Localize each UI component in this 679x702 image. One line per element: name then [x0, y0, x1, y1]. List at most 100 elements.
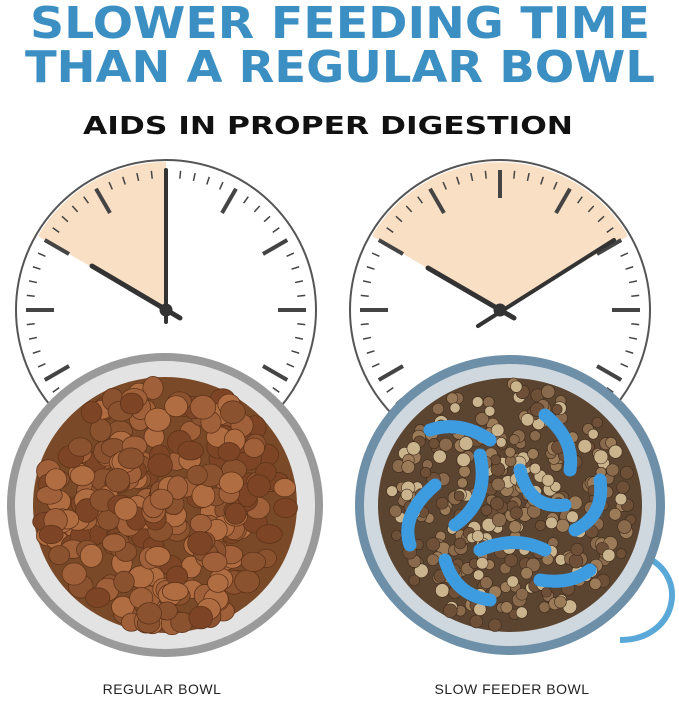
- clock-tick: [628, 280, 638, 284]
- kibble-piece: [527, 448, 539, 460]
- kibble-piece: [142, 375, 164, 400]
- clock-tick: [526, 172, 530, 182]
- kibble-piece: [136, 602, 163, 625]
- ridge: [448, 448, 489, 532]
- clock-tick: [595, 364, 623, 382]
- clock-wedge: [38, 162, 166, 310]
- kibble-piece: [117, 447, 145, 470]
- kibble-piece: [101, 533, 127, 553]
- kibble-piece: [189, 514, 212, 534]
- clock-tick: [43, 238, 71, 256]
- clock-tick: [136, 172, 140, 182]
- clock-tick: [631, 323, 640, 326]
- kibble-piece: [438, 437, 453, 452]
- clock-tick: [28, 336, 38, 340]
- clock-tick: [597, 215, 605, 223]
- kibble-piece: [484, 405, 496, 417]
- clock-tick: [297, 294, 306, 297]
- kibble-piece: [188, 605, 213, 630]
- clock-tick: [291, 350, 300, 354]
- clock-tick: [428, 187, 446, 215]
- kibble-piece: [426, 537, 441, 552]
- kibble-piece: [568, 553, 584, 569]
- clock-tick: [291, 266, 300, 270]
- ridge: [401, 478, 442, 552]
- clock-tick: [32, 350, 41, 354]
- ridge: [568, 473, 608, 537]
- kibble-piece: [428, 438, 440, 450]
- clock-tick: [362, 280, 372, 284]
- bowl-handle: [619, 552, 675, 643]
- clock-tick: [261, 364, 289, 382]
- clock-tick: [43, 364, 71, 382]
- clock-tick: [470, 172, 474, 182]
- clock-tick: [83, 196, 90, 204]
- clock-tick: [219, 181, 224, 190]
- clock-tick: [405, 205, 413, 213]
- kibble-piece: [217, 442, 241, 462]
- clock-tick: [417, 196, 424, 204]
- clock-tick: [576, 196, 583, 204]
- kibble-piece: [520, 567, 533, 580]
- clock-tick: [442, 181, 447, 190]
- kibble-piece: [492, 512, 507, 528]
- kibble-piece: [454, 537, 467, 550]
- kibble-piece: [401, 460, 415, 474]
- kibble-piece: [458, 436, 474, 451]
- kibble-piece: [44, 468, 68, 491]
- kibble-piece: [551, 403, 563, 415]
- kibble-piece: [491, 477, 505, 492]
- clock-tick: [272, 386, 280, 393]
- kibble-piece: [453, 490, 465, 502]
- kibble-piece: [406, 441, 421, 456]
- kibble-piece: [504, 553, 518, 568]
- clock-pin: [159, 303, 173, 317]
- kibble-piece: [508, 520, 522, 534]
- kibble-piece: [566, 510, 579, 524]
- clock-tick: [286, 252, 295, 257]
- kibble-piece: [48, 545, 71, 566]
- kibble-piece: [490, 496, 504, 511]
- clock-tick: [52, 386, 60, 393]
- ridge: [538, 408, 578, 477]
- title-line: THAN A REGULAR BOWL: [25, 42, 655, 93]
- kibble-piece: [538, 601, 551, 614]
- clock-tick: [628, 336, 638, 340]
- ridge: [423, 420, 497, 447]
- clock-tick: [553, 181, 558, 190]
- kibble-piece: [615, 548, 627, 559]
- kibble-piece: [471, 396, 484, 408]
- ridge: [533, 563, 597, 588]
- ridge: [473, 536, 552, 557]
- kibble-piece: [426, 553, 439, 567]
- clock-tick: [37, 252, 46, 257]
- clock-tick: [150, 170, 153, 179]
- kibble-piece: [79, 543, 103, 568]
- kibble-piece: [201, 551, 228, 573]
- kibble-piece: [471, 530, 484, 543]
- clock-tick: [540, 176, 544, 185]
- clock-tick: [360, 323, 369, 326]
- kibble-piece: [273, 478, 296, 498]
- bowl-label: REGULAR BOWL: [103, 681, 222, 697]
- kibble-piece: [591, 416, 603, 429]
- clock-tick: [620, 363, 629, 368]
- clock-tick: [297, 323, 306, 326]
- kibble-piece: [509, 506, 523, 520]
- clock-tick: [32, 266, 41, 270]
- clock-tick: [395, 215, 403, 223]
- kibble-piece: [186, 465, 208, 486]
- kibble-piece: [105, 468, 131, 493]
- kibble-piece: [476, 556, 489, 570]
- kibble-piece: [515, 606, 528, 619]
- kibble-piece: [541, 586, 552, 598]
- kibble-piece: [414, 563, 429, 579]
- kibble-piece: [68, 437, 93, 457]
- kibble-piece: [189, 394, 217, 420]
- kibble-piece: [218, 471, 244, 494]
- kibble-piece: [520, 413, 535, 427]
- kibble-piece: [506, 575, 519, 588]
- kibble-piece: [458, 465, 471, 478]
- clock-tick: [206, 176, 210, 185]
- kibble-piece: [535, 520, 546, 531]
